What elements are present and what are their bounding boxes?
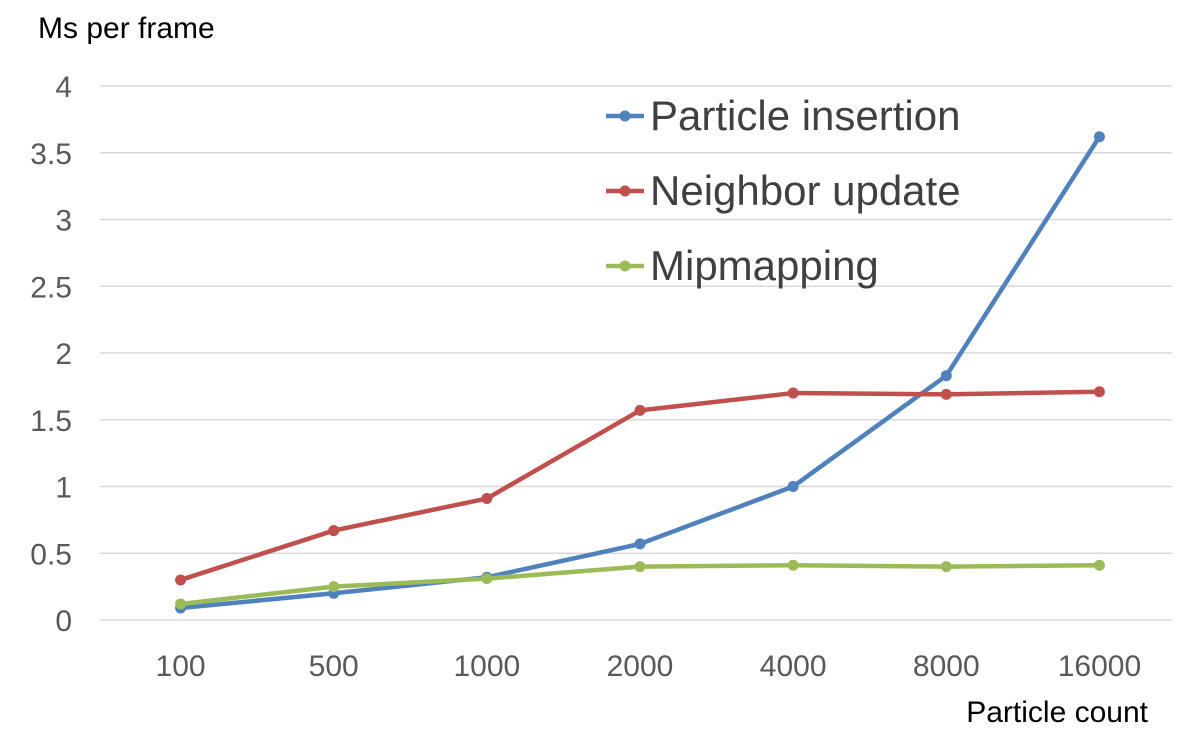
series-group	[175, 131, 1105, 614]
x-tick-label: 2000	[607, 650, 674, 683]
y-tick-label: 0.5	[30, 538, 72, 571]
data-point	[481, 493, 493, 505]
gridlines	[100, 85, 1172, 621]
data-point	[328, 525, 340, 537]
data-point	[481, 573, 493, 585]
legend-item: Mipmapping	[606, 242, 879, 289]
data-point	[634, 404, 646, 416]
legend-item: Particle insertion	[606, 92, 960, 139]
data-point	[1093, 386, 1105, 398]
data-point	[940, 370, 952, 382]
y-tick-label: 0	[55, 605, 72, 638]
x-axis-ticks: 100 500 1000 2000 4000 8000 16000	[156, 650, 1142, 683]
y-tick-label: 2.5	[30, 271, 72, 304]
legend-item: Neighbor update	[606, 167, 961, 214]
data-point	[328, 581, 340, 593]
x-tick-label: 8000	[913, 650, 980, 683]
x-axis-title: Particle count	[966, 696, 1148, 729]
legend: Particle insertion Neighbor update Mipmapp…	[606, 92, 961, 289]
x-tick-label: 4000	[760, 650, 827, 683]
data-point	[787, 481, 799, 492]
data-point	[1093, 559, 1105, 571]
y-tick-label: 3.5	[30, 138, 72, 171]
x-tick-label: 16000	[1058, 650, 1141, 683]
data-point	[175, 574, 187, 586]
data-point	[940, 561, 952, 573]
data-point	[634, 561, 646, 573]
y-tick-label: 4	[55, 71, 72, 104]
legend-marker	[619, 110, 631, 122]
x-tick-label: 100	[156, 650, 206, 683]
data-point	[634, 538, 646, 550]
y-tick-label: 1	[55, 472, 72, 505]
y-tick-label: 2	[55, 338, 72, 371]
legend-label: Particle insertion	[650, 92, 960, 139]
x-tick-label: 500	[309, 650, 359, 683]
legend-marker	[619, 260, 631, 272]
data-point	[787, 559, 799, 571]
x-tick-label: 1000	[453, 650, 520, 683]
y-tick-label: 3	[55, 205, 72, 238]
legend-label: Neighbor update	[650, 167, 961, 214]
series-0	[175, 131, 1105, 614]
legend-marker	[619, 185, 631, 197]
legend-label: Mipmapping	[650, 242, 879, 289]
data-point	[787, 387, 799, 399]
series-1	[175, 386, 1105, 586]
data-point	[940, 388, 952, 400]
y-axis-ticks: 0 0.5 1 1.5 2 2.5 3 3.5 4	[30, 71, 72, 638]
series-2	[175, 559, 1105, 610]
data-point	[1093, 131, 1105, 143]
y-axis-title: Ms per frame	[38, 12, 215, 45]
data-point	[175, 598, 187, 610]
y-tick-label: 1.5	[30, 405, 72, 438]
